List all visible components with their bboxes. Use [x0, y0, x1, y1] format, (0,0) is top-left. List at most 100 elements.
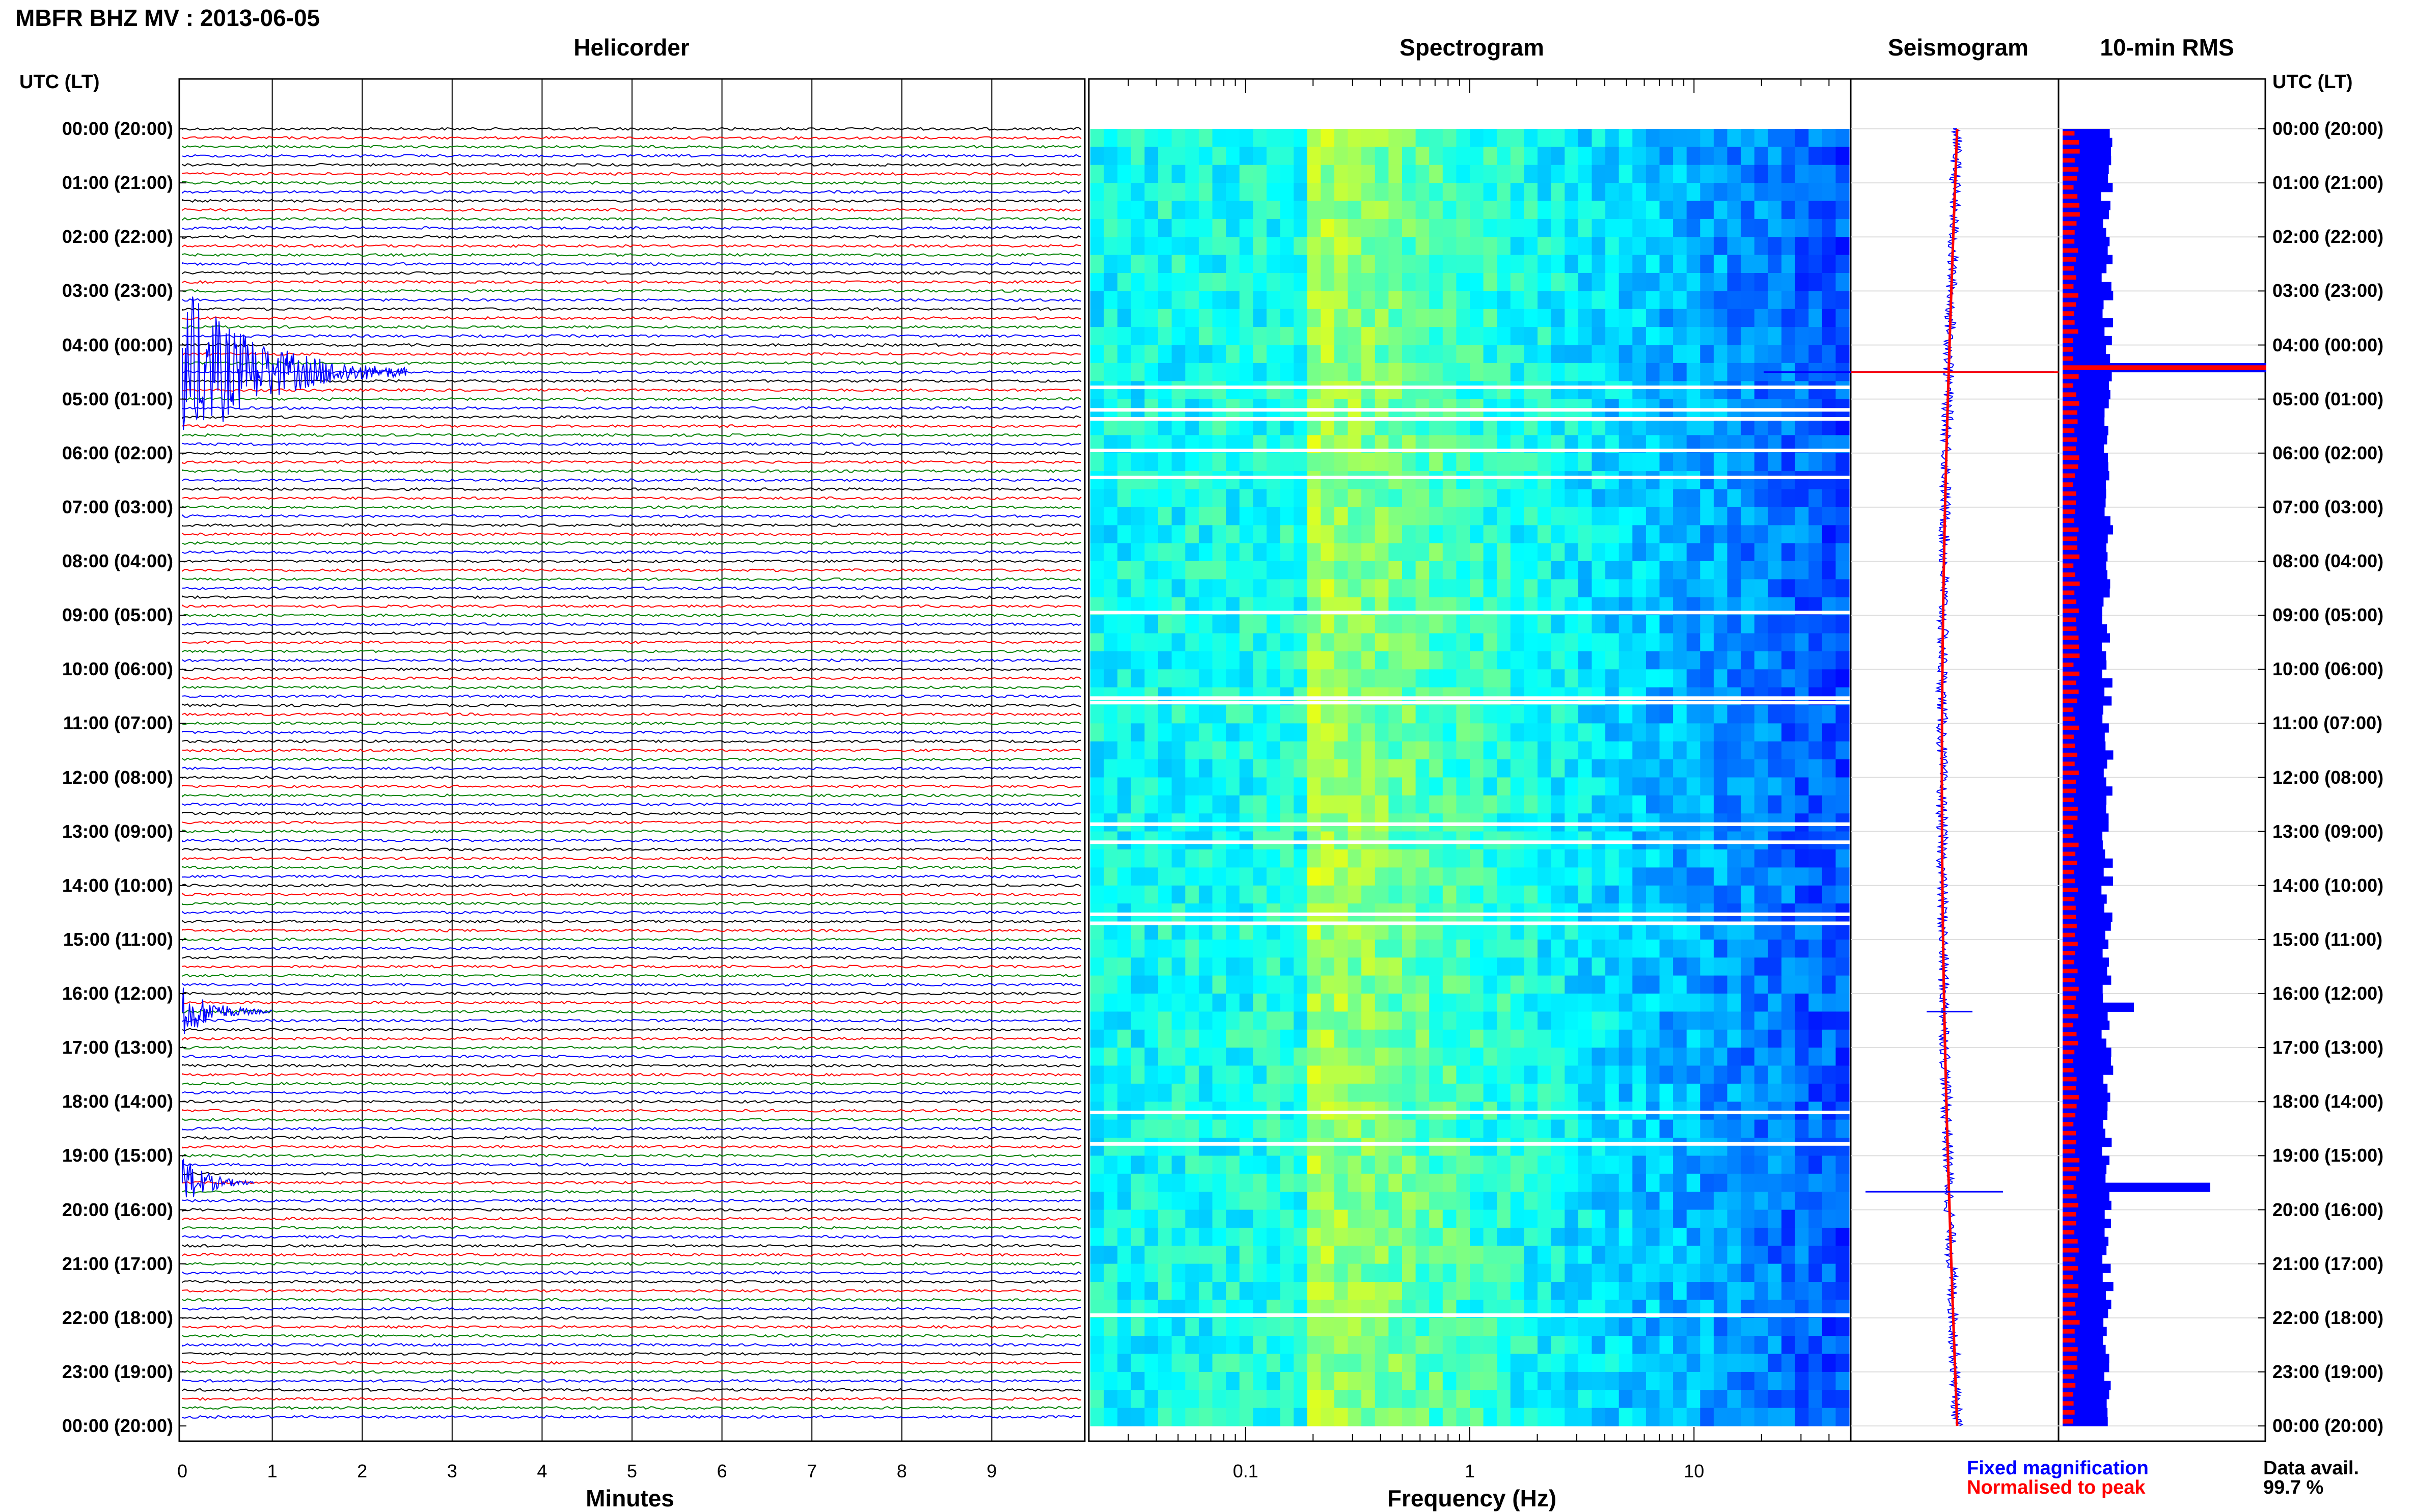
- spectrogram-cell: [1768, 885, 1782, 904]
- spectrogram-cell: [1510, 291, 1524, 310]
- spectrogram-cell: [1632, 1011, 1647, 1030]
- spectrogram-cell: [1605, 363, 1620, 381]
- spectrogram-cell: [1294, 1390, 1308, 1409]
- spectrogram-cell: [1253, 543, 1267, 562]
- spectrogram-cell: [1578, 867, 1593, 886]
- spectrogram-cell: [1239, 471, 1253, 490]
- rms-bar-normalised: [2063, 1013, 2078, 1019]
- spectrogram-cell: [1415, 1263, 1430, 1282]
- spectrogram-cell: [1415, 273, 1430, 291]
- helicorder-trace: [182, 901, 1081, 905]
- spectrogram-cell: [1280, 1371, 1294, 1390]
- spectrogram-cell: [1538, 939, 1552, 958]
- spectrogram-cell: [1727, 615, 1741, 634]
- spectrogram-cell: [1131, 129, 1145, 147]
- rms-bar-normalised: [2063, 608, 2079, 613]
- spectrogram-cell: [1429, 237, 1443, 256]
- spectrogram-cell: [1280, 1119, 1294, 1138]
- spectrogram-cell: [1510, 777, 1524, 796]
- spectrogram-cell: [1171, 723, 1186, 742]
- spectrogram-cell: [1497, 741, 1511, 760]
- helicorder-trace: [182, 415, 1082, 419]
- spectrogram-cell: [1510, 1119, 1524, 1138]
- spectrogram-cell: [1294, 255, 1308, 273]
- spectrogram-cell: [1565, 453, 1579, 472]
- spectrogram-cell: [1158, 363, 1172, 381]
- spectrogram-cell: [1686, 327, 1700, 346]
- spectrogram-cell: [1185, 795, 1199, 814]
- spectrogram-cell: [1673, 183, 1687, 202]
- spectrogram-cell: [1578, 561, 1593, 580]
- rms-bar-normalised: [2063, 1230, 2075, 1235]
- spectrogram-cell: [1158, 741, 1172, 760]
- helicorder-trace: [182, 667, 1082, 671]
- rms-bar-normalised: [2063, 1113, 2076, 1118]
- time-tick-label-left: 21:00 (17:00): [62, 1253, 173, 1274]
- spectrogram-cell: [1578, 489, 1593, 508]
- spectrogram-cell: [1388, 164, 1403, 183]
- spectrogram-cell: [1415, 489, 1430, 508]
- spectrogram-cell: [1239, 164, 1253, 183]
- spectrogram-cell: [1321, 218, 1335, 237]
- spectrogram-cell: [1538, 453, 1552, 472]
- spectrogram-cell: [1727, 273, 1741, 291]
- spectrogram-cell: [1768, 525, 1782, 544]
- spectrogram-cell: [1334, 994, 1349, 1012]
- spectrogram-cell: [1442, 795, 1457, 814]
- rms-bar-normalised: [2063, 824, 2073, 830]
- spectrogram-cell: [1538, 1138, 1552, 1156]
- spectrogram-cell: [1388, 218, 1403, 237]
- spectrogram-cell: [1700, 994, 1714, 1012]
- spectrogram-cell: [1375, 1119, 1389, 1138]
- spectrogram-cell: [1212, 885, 1226, 904]
- spectrogram-cell: [1605, 885, 1620, 904]
- spectrogram-cell: [1538, 183, 1552, 202]
- spectrogram-cell: [1321, 741, 1335, 760]
- spectrogram-cell: [1510, 1192, 1524, 1211]
- spectrogram-cell: [1673, 129, 1687, 147]
- spectrogram-cell: [1619, 759, 1633, 778]
- spectrogram-cell: [1294, 651, 1308, 670]
- spectrogram-cell: [1754, 1192, 1768, 1211]
- spectrogram-cell: [1131, 1408, 1145, 1426]
- helicorder-trace: [182, 397, 1082, 401]
- spectrogram-cell: [1510, 1083, 1524, 1102]
- spectrogram-cell: [1524, 507, 1538, 526]
- spectrogram-cell: [1212, 741, 1226, 760]
- spectrogram-cell: [1253, 723, 1267, 742]
- spectrogram-cell: [1578, 1390, 1593, 1409]
- spectrogram-cell: [1198, 705, 1213, 724]
- spectrogram-cell: [1795, 1227, 1809, 1246]
- time-tick-label-right: 07:00 (03:00): [2272, 496, 2384, 517]
- spectrogram-cell: [1713, 201, 1728, 219]
- spectrogram-cell: [1822, 1227, 1836, 1246]
- spectrogram-cell: [1334, 1282, 1349, 1300]
- spectrogram-cell: [1822, 1173, 1836, 1192]
- spectrogram-cell: [1659, 561, 1674, 580]
- rms-bar-normalised: [2063, 942, 2078, 947]
- rms-bar-normalised: [2063, 815, 2078, 820]
- spectrogram-cell: [1727, 525, 1741, 544]
- spectrogram-cell: [1645, 1282, 1660, 1300]
- frequency-tick-label: 1: [1464, 1461, 1475, 1481]
- helicorder-trace: [182, 505, 1082, 509]
- spectrogram-cell: [1565, 1029, 1579, 1048]
- spectrogram-cell: [1713, 1282, 1728, 1300]
- spectrogram-cell: [1727, 561, 1741, 580]
- spectrogram-cell: [1565, 1065, 1579, 1084]
- spectrogram-cell: [1307, 994, 1321, 1012]
- spectrogram-cell: [1835, 147, 1850, 166]
- spectrogram-cell: [1361, 849, 1376, 868]
- spectrogram-cell: [1104, 453, 1118, 472]
- spectrogram-cell: [1808, 164, 1823, 183]
- helicorder-trace: [182, 640, 1082, 645]
- spectrogram-cell: [1538, 1263, 1552, 1282]
- spectrogram-cell: [1253, 453, 1267, 472]
- spectrogram-cell: [1375, 381, 1389, 400]
- spectrogram-cell: [1795, 633, 1809, 652]
- spectrogram-cell: [1754, 489, 1768, 508]
- time-tick-label-left: 00:00 (20:00): [62, 1415, 173, 1436]
- spectrogram-cell: [1185, 273, 1199, 291]
- spectrogram-cell: [1510, 543, 1524, 562]
- spectrogram-cell: [1565, 705, 1579, 724]
